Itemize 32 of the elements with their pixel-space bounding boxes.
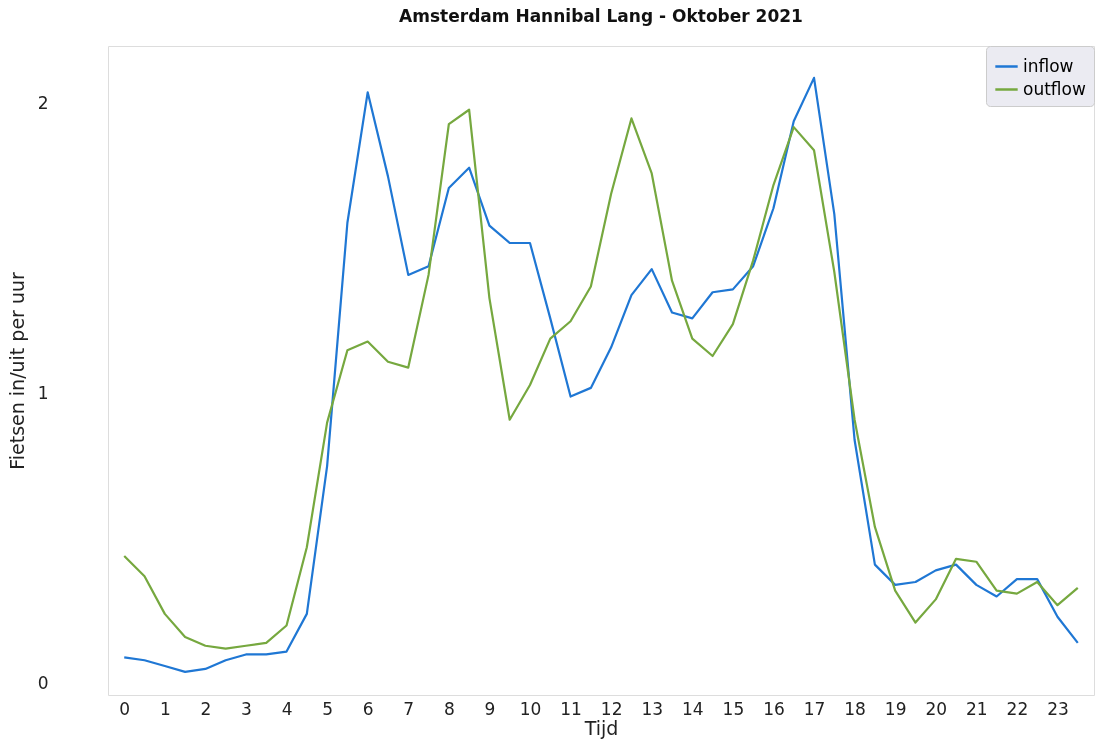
- x-tick-label: 12: [600, 698, 623, 719]
- y-tick-label: 1: [37, 383, 49, 404]
- x-tick-label: 9: [484, 698, 496, 719]
- x-tick-label: 11: [560, 698, 582, 719]
- x-tick-label: 16: [763, 698, 785, 719]
- x-tick-label: 22: [1006, 698, 1029, 719]
- x-tick-label: 4: [281, 698, 293, 719]
- x-tick-label: 20: [925, 698, 948, 719]
- x-tick-label: 13: [641, 698, 664, 719]
- x-tick-label: 21: [966, 698, 988, 719]
- x-tick-label: 1: [159, 698, 171, 719]
- x-tick-label: 8: [443, 698, 455, 719]
- x-tick-label: 14: [681, 698, 704, 719]
- x-tick-label: 23: [1047, 698, 1069, 719]
- legend-label: outflow: [1023, 78, 1086, 99]
- x-tick-label: 0: [119, 698, 131, 719]
- x-tick-label: 19: [884, 698, 907, 719]
- x-tick-label: 6: [362, 698, 374, 719]
- x-axis-title: Tijd: [583, 716, 619, 739]
- x-tick-label: 15: [722, 698, 745, 719]
- x-tick-label: 18: [844, 698, 866, 719]
- chart-title: Amsterdam Hannibal Lang - Oktober 2021: [399, 6, 803, 26]
- y-axis-title: Fietsen in/uit per uur: [5, 271, 28, 470]
- x-tick-label: 3: [241, 698, 252, 719]
- x-tick-label: 10: [519, 698, 542, 719]
- legend-label: inflow: [1023, 55, 1074, 76]
- x-tick-label: 17: [803, 698, 826, 719]
- y-tick-label: 0: [37, 672, 49, 693]
- x-tick-label: 7: [403, 698, 415, 719]
- x-tick-label: 5: [322, 698, 334, 719]
- x-tick-label: 2: [200, 698, 212, 719]
- y-tick-label: 2: [37, 93, 49, 114]
